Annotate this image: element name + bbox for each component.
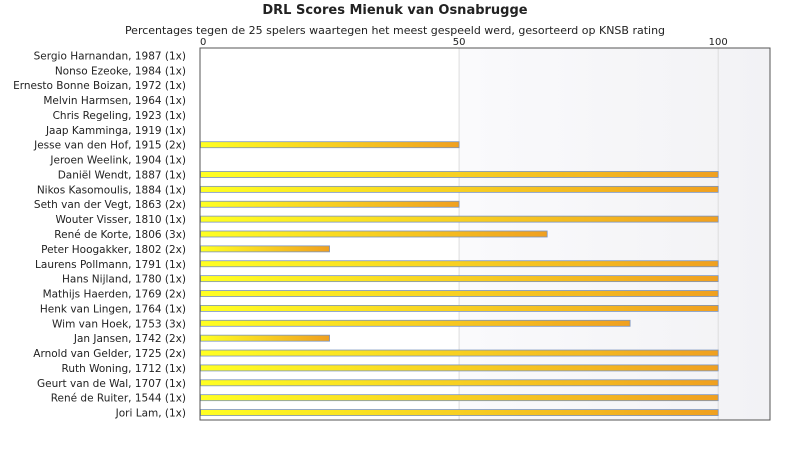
category-label: Peter Hoogakker, 1802 (2x) (41, 244, 186, 256)
category-label: Geurt van de Wal, 1707 (1x) (37, 378, 186, 390)
bar (200, 245, 330, 253)
category-label: Henk van Lingen, 1764 (1x) (40, 303, 186, 315)
x-tick-label: 0 (200, 37, 206, 48)
category-label: Laurens Pollmann, 1791 (1x) (35, 259, 186, 271)
bar (200, 319, 631, 327)
bar (200, 215, 719, 223)
category-label: Daniël Wendt, 1887 (1x) (58, 169, 186, 181)
bar (200, 185, 719, 193)
bar (200, 364, 719, 372)
category-label: Nonso Ezeoke, 1984 (1x) (55, 65, 186, 77)
category-label: Nikos Kasomoulis, 1884 (1x) (37, 184, 186, 196)
category-label: Mathijs Haerden, 1769 (2x) (43, 289, 186, 301)
category-label: Sergio Harnandan, 1987 (1x) (34, 50, 186, 62)
category-label: Jeroen Weelink, 1904 (1x) (49, 155, 186, 167)
bar (200, 260, 719, 268)
category-label: Seth van der Vegt, 1863 (2x) (34, 199, 186, 211)
bar (200, 275, 719, 283)
bar (200, 200, 460, 208)
category-label: Jesse van den Hof, 1915 (2x) (33, 140, 186, 152)
category-label: René de Korte, 1806 (3x) (54, 229, 186, 241)
category-label: Wouter Visser, 1810 (1x) (56, 214, 187, 226)
bar (200, 349, 719, 357)
bar (200, 379, 719, 387)
category-label: Arnold van Gelder, 1725 (2x) (33, 348, 186, 360)
category-label: Ruth Woning, 1712 (1x) (62, 363, 187, 375)
chart-subtitle: Percentages tegen de 25 spelers waartege… (124, 24, 666, 37)
bar (200, 141, 460, 149)
bar (200, 334, 330, 342)
category-label: Melvin Harmsen, 1964 (1x) (43, 95, 186, 107)
bar (200, 409, 719, 416)
bar (200, 290, 719, 297)
category-label: Ernesto Bonne Boizan, 1972 (1x) (13, 80, 186, 92)
category-label: René de Ruiter, 1544 (1x) (51, 393, 186, 405)
axes (199, 47, 771, 421)
x-tick-label: 50 (453, 37, 466, 48)
category-labels: Sergio Harnandan, 1987 (1x) Nonso Ezeoke,… (13, 50, 186, 419)
bar (200, 304, 719, 312)
plot-frame (199, 47, 771, 421)
category-label: Jaap Kamminga, 1919 (1x) (45, 125, 186, 137)
category-label: Chris Regeling, 1923 (1x) (53, 110, 186, 122)
category-label: Jori Lam, (1x) (115, 408, 186, 420)
category-label: Jan Jansen, 1742 (2x) (73, 333, 186, 345)
category-label: Wim van Hoek, 1753 (3x) (52, 318, 186, 330)
bar (200, 394, 719, 402)
x-tick-label: 100 (709, 37, 728, 48)
bar (200, 230, 548, 238)
category-label: Hans Nijland, 1780 (1x) (62, 274, 186, 286)
bar (200, 171, 719, 178)
chart-title: DRL Scores Mienuk van Osnabrugge (262, 3, 528, 18)
